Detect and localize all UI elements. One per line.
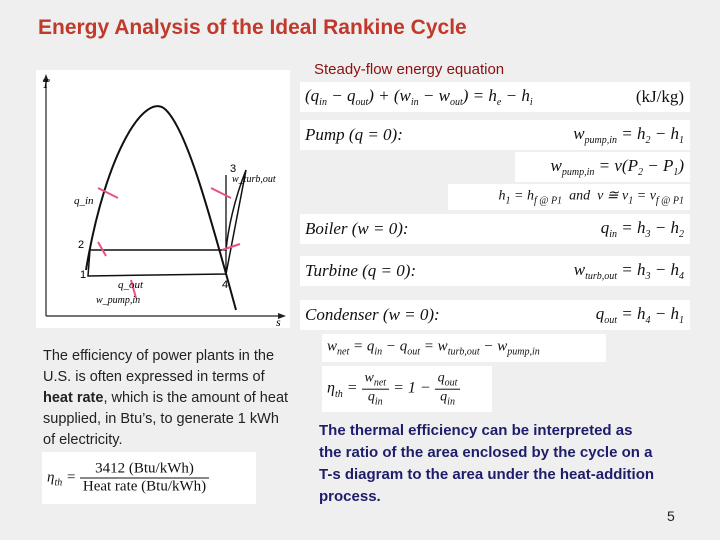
net-work-equation: wnet = qin − qout = wturb,out − wpump,in xyxy=(322,334,606,362)
ts-diagram: T s q_in w_turb,out q_out w_pump,in 2 1 … xyxy=(36,70,290,329)
condenser-equation: Condenser (w = 0): qout = h4 − h1 xyxy=(300,300,690,330)
boiler-equation: Boiler (w = 0): qin = h3 − h2 xyxy=(300,214,690,244)
area-interpretation-paragraph: The thermal efficiency can be interprete… xyxy=(319,422,655,505)
turbine-arrow-icon xyxy=(210,187,232,199)
x-axis-arrow-icon xyxy=(278,313,286,319)
condenser-label: Condenser (w = 0): xyxy=(305,305,440,324)
point-4: 4 xyxy=(222,279,228,291)
label-q-in: q_in xyxy=(74,195,94,207)
y-axis-arrow-icon xyxy=(43,74,49,82)
ts-diagram-svg: T s q_in w_turb,out q_out w_pump,in 2 1 … xyxy=(42,74,286,329)
pump-arrow-icon xyxy=(97,241,107,257)
boiler-label: Boiler (w = 0): xyxy=(305,219,409,238)
energy-arrows xyxy=(97,187,241,299)
thermal-efficiency-equation: ηth = wnet qin = 1 − qout qin xyxy=(322,366,492,412)
turbine-label: Turbine (q = 0): xyxy=(305,261,417,280)
heat-rate-term: heat rate xyxy=(43,390,104,406)
energy-equation: (qin − qout) + (win − wout) = he − hi (k… xyxy=(300,82,690,112)
point-2: 2 xyxy=(78,239,84,251)
slide-subtitle: Steady-flow energy equation xyxy=(314,61,505,78)
pump-label: Pump (q = 0): xyxy=(305,125,403,144)
pump-work-equation: wpump,in = v(P2 − P1) xyxy=(515,152,690,182)
point-1: 1 xyxy=(80,269,86,281)
label-w-turb: w_turb,out xyxy=(232,174,276,185)
pump-state-equation: h1 = hf @ P1 and v ≅ v1 = vf @ P1 xyxy=(448,184,690,210)
label-w-pump: w_pump,in xyxy=(96,295,140,306)
label-q-out: q_out xyxy=(118,279,144,291)
page-number: 5 xyxy=(667,508,675,524)
axis-label-t: T xyxy=(42,76,50,91)
slide-title: Energy Analysis of the Ideal Rankine Cyc… xyxy=(38,16,467,39)
turbine-equation: Turbine (q = 0): wturb,out = h3 − h4 xyxy=(300,256,690,286)
boiler-arrow-icon xyxy=(221,243,241,251)
axis-label-s: s xyxy=(276,315,281,328)
q-out-arrow-icon xyxy=(130,279,137,299)
heat-rate-paragraph: The efficiency of power plants in the U.… xyxy=(43,348,289,448)
q-in-arrow-icon xyxy=(97,187,119,199)
point-3: 3 xyxy=(230,163,236,175)
pump-equation: Pump (q = 0): wpump,in = h2 − h1 xyxy=(300,120,690,150)
saturation-dome xyxy=(85,105,237,311)
energy-equation-unit: (kJ/kg) xyxy=(635,87,684,106)
heat-rate-equation: ηth = 3412 (Btu/kWh) Heat rate (Btu/kWh) xyxy=(42,452,256,504)
